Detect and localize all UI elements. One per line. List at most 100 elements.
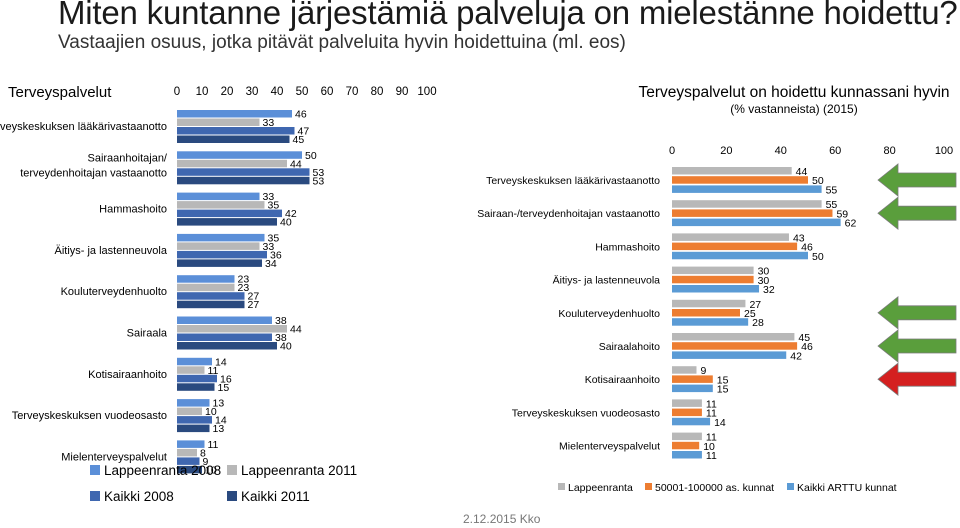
left-data-label: 50	[305, 150, 317, 162]
left-legend-swatch	[90, 465, 100, 475]
left-x-tick: 30	[246, 86, 259, 98]
left-data-label: 14	[215, 356, 227, 368]
right-chart-subtitle: (% vastanneista) (2015)	[730, 102, 857, 116]
left-legend-swatch	[90, 491, 100, 501]
left-bar	[177, 209, 282, 218]
left-data-label: 47	[298, 126, 310, 138]
right-data-label: 44	[796, 166, 808, 178]
left-x-tick: 50	[296, 86, 309, 98]
right-bar	[672, 275, 754, 284]
left-category-label: Äitiys- ja lastenneuvola	[54, 245, 167, 257]
right-bar	[672, 200, 822, 208]
right-legend-label: Kaikki ARTTU kunnat	[797, 482, 897, 494]
left-bar	[177, 168, 310, 176]
left-category-label: Sairaala	[127, 328, 168, 340]
right-legend-label: Lappeenranta	[568, 482, 633, 494]
right-legend-swatch	[558, 483, 565, 490]
left-bar	[177, 325, 287, 333]
left-data-label: 33	[263, 117, 275, 129]
left-chart-title: Terveyspalvelut	[8, 84, 112, 101]
left-bar	[177, 292, 245, 300]
left-bar	[177, 448, 197, 457]
right-bar	[672, 176, 808, 184]
right-x-tick: 0	[669, 145, 675, 157]
right-category-label: Sairaan-/terveydenhoitajan vastaanotto	[477, 208, 660, 220]
left-bar	[177, 416, 212, 424]
left-data-label: 11	[208, 439, 219, 451]
left-category-label: Terveyskeskuksen vuodeosasto	[12, 410, 167, 422]
left-bar	[177, 399, 210, 407]
right-bar	[672, 384, 713, 393]
left-x-tick: 80	[371, 86, 384, 98]
right-data-label: 55	[826, 184, 838, 196]
right-data-label: 11	[706, 450, 717, 462]
right-bar	[672, 333, 795, 341]
green-arrow-icon	[877, 295, 957, 330]
left-bar	[177, 440, 205, 448]
right-category-label: Kotisairaanhoito	[585, 374, 660, 386]
left-category-label: Terveyskeskuksen lääkärivastaanotto	[0, 121, 167, 133]
left-x-tick: 20	[221, 86, 234, 98]
left-data-label: 23	[238, 274, 250, 286]
right-x-tick: 60	[829, 145, 841, 157]
left-data-label: 27	[248, 299, 260, 311]
left-bar	[177, 383, 215, 391]
right-category-label: Hammashoito	[595, 241, 660, 253]
right-bar	[672, 366, 697, 374]
left-legend-swatch	[227, 465, 237, 475]
left-bar	[177, 159, 287, 168]
right-bar	[672, 185, 822, 193]
right-data-label: 59	[836, 208, 848, 220]
right-bar	[672, 266, 754, 275]
left-data-label: 15	[218, 382, 230, 394]
right-data-label: 11	[706, 408, 717, 420]
right-data-label: 28	[752, 317, 764, 329]
left-bar	[177, 242, 260, 250]
left-bar	[177, 374, 217, 383]
right-data-label: 9	[700, 365, 706, 377]
left-data-label: 42	[285, 208, 297, 220]
left-bar	[177, 192, 260, 201]
right-bar	[672, 309, 740, 317]
right-data-label: 46	[801, 242, 813, 254]
left-data-label: 44	[290, 158, 302, 170]
left-bar	[177, 110, 292, 118]
left-category-label: Hammashoito	[99, 204, 167, 216]
right-x-tick: 20	[720, 145, 732, 157]
right-legend-swatch	[787, 483, 794, 490]
right-data-label: 30	[758, 275, 770, 287]
left-data-label: 23	[238, 282, 250, 294]
left-legend-label: Kaikki 2011	[241, 489, 310, 504]
left-bar	[177, 457, 200, 465]
page-title: Miten kuntanne järjestämiä palveluja on …	[58, 0, 958, 31]
left-bar	[177, 135, 290, 143]
left-data-label: 16	[220, 373, 232, 385]
left-bar	[177, 151, 302, 159]
right-bar	[672, 242, 798, 251]
right-bar	[672, 441, 700, 450]
right-x-tick: 80	[883, 145, 895, 157]
left-x-tick: 40	[271, 86, 284, 98]
right-bar	[672, 233, 789, 241]
right-data-label: 30	[758, 266, 770, 278]
right-data-label: 11	[706, 398, 717, 410]
right-bar	[672, 218, 841, 227]
left-bar	[177, 366, 205, 374]
left-data-label: 38	[275, 332, 287, 344]
right-bar	[672, 318, 749, 326]
left-bar	[177, 259, 262, 267]
left-data-label: 10	[205, 406, 217, 418]
right-data-label: 42	[790, 350, 802, 362]
left-data-label: 35	[268, 200, 280, 212]
right-bar	[672, 375, 713, 383]
right-data-label: 15	[717, 374, 729, 386]
right-x-tick: 40	[775, 145, 787, 157]
right-bar	[672, 299, 746, 308]
left-data-label: 35	[268, 232, 280, 244]
green-arrow-icon	[877, 329, 957, 363]
left-bar	[177, 218, 277, 226]
footer-date: 2.12.2015 Kko	[463, 512, 541, 526]
right-category-label: Sairaalahoito	[599, 341, 660, 353]
left-data-label: 8	[200, 447, 206, 459]
left-bar	[177, 233, 265, 242]
